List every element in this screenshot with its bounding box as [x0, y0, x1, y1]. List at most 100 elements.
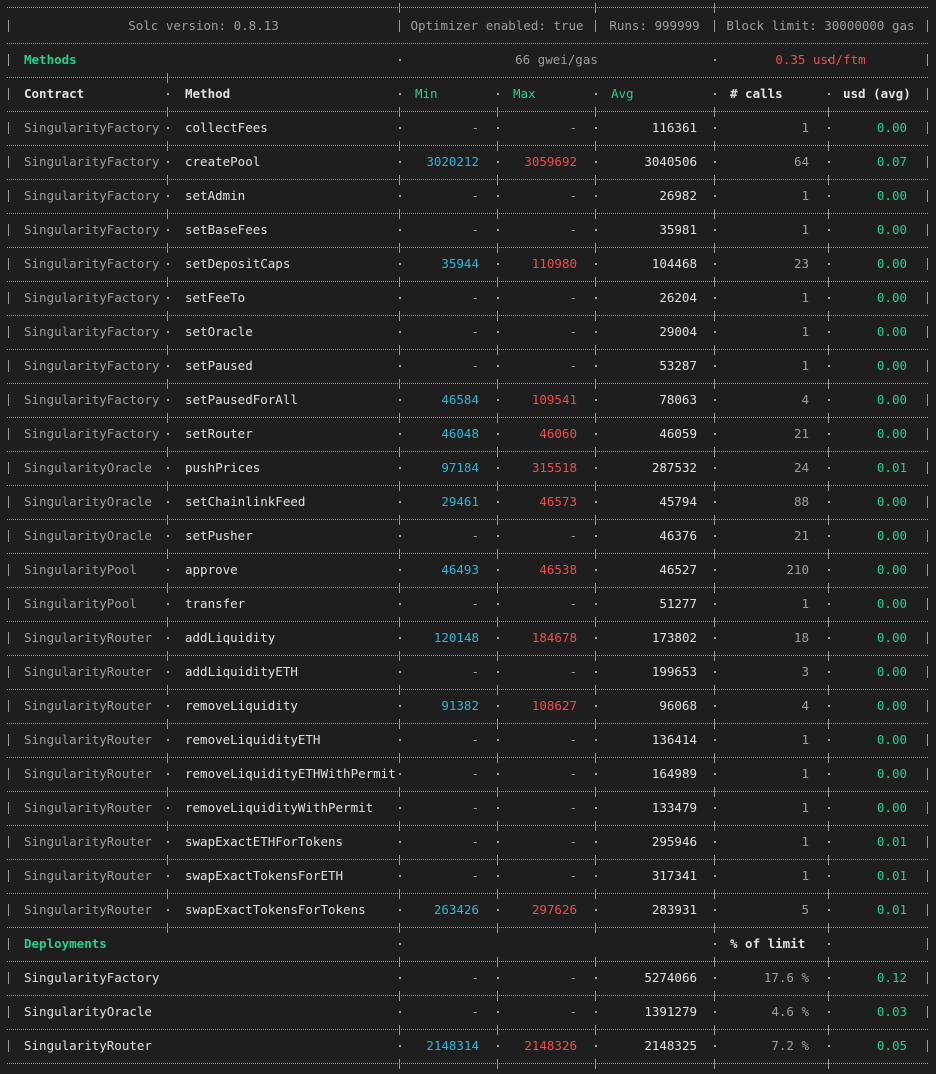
divider-tick: [595, 1025, 596, 1035]
divider-dots: [7, 1063, 928, 1064]
table-row: SingularityFactory setPausedForAll 46584 10…: [0, 383, 936, 417]
min-gas: 120148: [433, 630, 479, 645]
table-row: SingularityFactory setRouter 46048 46060 460…: [0, 417, 936, 451]
divider-tick: [497, 923, 498, 933]
divider-tick: [497, 107, 498, 117]
method-name: setPaused: [185, 358, 253, 373]
row-divider: [0, 651, 936, 661]
column-separator: [594, 263, 597, 265]
column-separator: [927, 428, 928, 440]
divider-dots: [7, 213, 928, 214]
table-row: SingularityRouter removeLiquidityWithPerm…: [0, 791, 936, 825]
table-row: SingularityRouter swapExactETHForTokens - -…: [0, 825, 936, 859]
divider-tick: [714, 481, 715, 491]
row-divider: [0, 1059, 936, 1069]
column-separator: [927, 938, 928, 950]
column-separator: [398, 671, 401, 673]
column-separator: [594, 569, 597, 571]
contract-name: SingularityFactory: [24, 188, 160, 203]
min-gas: -: [471, 732, 479, 747]
max-gas: 46060: [539, 426, 577, 441]
divider-dots: [7, 825, 928, 826]
column-separator: [713, 841, 716, 843]
divider-tick: [828, 991, 829, 1001]
column-separator: [398, 773, 401, 775]
min-gas: -: [471, 188, 479, 203]
call-count: 1: [801, 834, 809, 849]
method-name: setOracle: [185, 324, 253, 339]
column-separator: [8, 20, 9, 32]
divider-dots: [7, 417, 928, 418]
avg-gas: 78063: [659, 392, 697, 407]
table-row: SingularityOracle pushPrices 97184 315518 28…: [0, 451, 936, 485]
divider-tick: [595, 515, 596, 525]
max-gas: 46538: [539, 562, 577, 577]
usd-cost: 0.00: [876, 256, 907, 271]
row-divider: [0, 583, 936, 593]
call-count: 1: [801, 732, 809, 747]
column-separator: [713, 127, 716, 129]
divider-tick: [595, 583, 596, 593]
divider-tick: [399, 787, 400, 797]
column-separator: [166, 603, 169, 605]
avg-gas: 136414: [651, 732, 697, 747]
max-gas: -: [569, 766, 577, 781]
divider-tick: [167, 685, 168, 695]
row-divider: [0, 277, 936, 287]
divider-dots: [7, 961, 928, 962]
divider-tick: [595, 651, 596, 661]
avg-gas: 283931: [651, 902, 697, 917]
divider-tick: [167, 345, 168, 355]
deploy-min-gas: -: [471, 1004, 479, 1019]
divider-tick: [167, 923, 168, 933]
column-separator: [713, 1011, 716, 1013]
divider-dots: [7, 145, 928, 146]
column-separator: [496, 739, 499, 741]
column-separator: [594, 501, 597, 503]
column-separator: [8, 360, 9, 372]
usd-cost: 0.00: [876, 324, 907, 339]
column-separator: [713, 93, 716, 95]
divider-tick: [497, 481, 498, 491]
column-separator: [166, 365, 169, 367]
column-separator: [398, 229, 401, 231]
column-separator: [166, 637, 169, 639]
divider-tick: [714, 413, 715, 423]
column-separator: [166, 739, 169, 741]
column-separator: [398, 1011, 401, 1013]
divider-tick: [497, 175, 498, 185]
divider-tick: [167, 311, 168, 321]
optimizer-status: Optimizer enabled: true: [410, 18, 584, 33]
contract-name: SingularityPool: [24, 562, 137, 577]
contract-name: SingularityOracle: [24, 460, 152, 475]
max-gas: 108627: [531, 698, 577, 713]
divider-dots: [7, 451, 928, 452]
row-divider: [0, 311, 936, 321]
call-count: 64: [793, 154, 809, 169]
column-separator: [496, 569, 499, 571]
contract-name: SingularityFactory: [24, 154, 160, 169]
call-count: 1: [801, 188, 809, 203]
divider-tick: [714, 3, 715, 13]
divider-tick: [167, 753, 168, 763]
divider-tick: [497, 719, 498, 729]
column-separator: [827, 467, 830, 469]
column-separator: [496, 977, 499, 979]
table-row: SingularityFactory setPaused - - 53287 1 0.00: [0, 349, 936, 383]
row-divider: [0, 549, 936, 559]
divider-tick: [399, 345, 400, 355]
divider-tick: [167, 617, 168, 627]
divider-tick: [828, 549, 829, 559]
divider-dots: [7, 893, 928, 894]
column-separator: [8, 666, 9, 678]
column-separator: [166, 229, 169, 231]
table-row: SingularityOracle setChainlinkFeed 29461 46…: [0, 485, 936, 519]
column-separator: [927, 54, 928, 66]
usd-cost: 0.01: [876, 902, 907, 917]
column-separator: [398, 93, 401, 95]
divider-tick: [497, 549, 498, 559]
divider-tick: [497, 1025, 498, 1035]
contract-name: SingularityFactory: [24, 324, 160, 339]
column-separator: [496, 433, 499, 435]
method-name: removeLiquidity: [185, 698, 298, 713]
